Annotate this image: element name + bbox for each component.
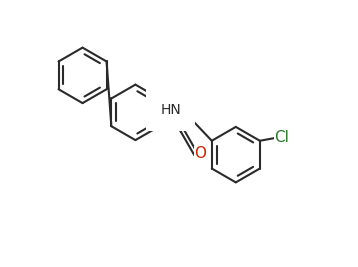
Text: O: O (194, 146, 206, 161)
Text: Cl: Cl (274, 129, 289, 144)
Text: HN: HN (160, 103, 181, 117)
